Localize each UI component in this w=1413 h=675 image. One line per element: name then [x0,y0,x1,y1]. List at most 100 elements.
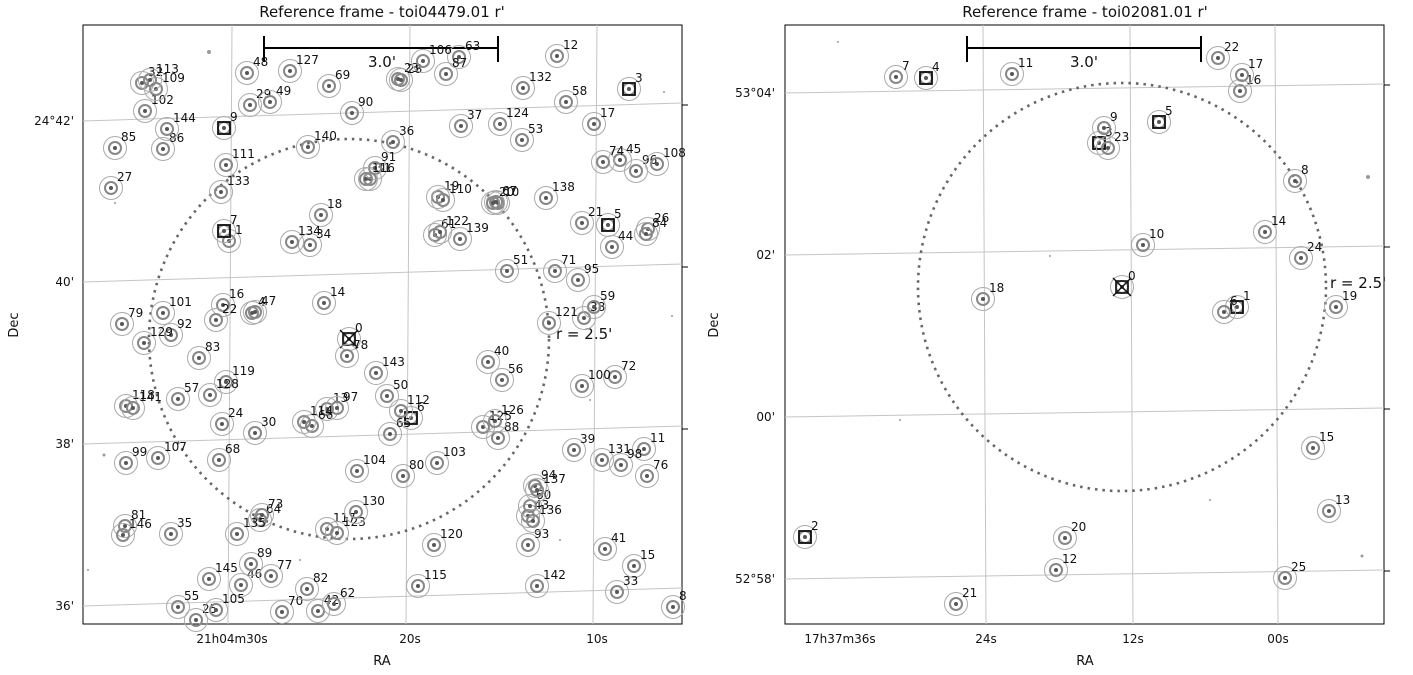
star-label: 130 [362,494,385,508]
star-label: 90 [358,95,373,109]
star-label: 138 [552,180,575,194]
star-marker [280,230,304,254]
star-marker [295,577,319,601]
star-label: 92 [177,317,192,331]
star-label: 78 [353,338,368,352]
star-marker [184,608,208,632]
background-speckles [87,50,673,571]
star-label: 17 [1248,57,1263,71]
star-label: 38 [590,300,605,314]
star-marker [406,574,430,598]
scale-bar-label: 3.0' [368,53,396,71]
star-label: 4 [932,60,940,74]
star-label: 121 [555,305,578,319]
ra-tick-label: 20s [399,632,421,646]
star-marker [325,396,349,420]
star-label: 107 [164,440,187,454]
star-label: 11 [1018,56,1033,70]
star-marker [229,573,253,597]
star-marker [214,153,238,177]
star-label: 55 [184,589,199,603]
star-label: 9 [230,110,238,124]
star-label: 22 [1224,40,1239,54]
star-marker [209,180,233,204]
star-marker [111,523,135,547]
star-marker [312,291,336,315]
star-marker [518,494,542,518]
star-label: 36 [399,124,414,138]
star-marker [600,235,624,259]
star-label: 118 [132,388,155,402]
star-label: 18 [327,197,342,211]
star-label: 13 [1335,493,1350,507]
dec-tick-labels: 24°42' 40' 38' 36' [34,114,74,613]
star-label: 37 [467,108,482,122]
star-label: 9 [1110,110,1118,124]
star-label: 83 [205,340,220,354]
star-marker [146,446,170,470]
star-marker [622,554,646,578]
star-label: 112 [407,393,430,407]
star-marker [525,478,549,502]
star-marker [476,350,500,374]
dec-tick-label: 52°58' [735,572,775,586]
star-label: 14 [1271,214,1286,228]
dec-tick-label: 02' [756,248,775,262]
panel-left: Reference frame - toi04479.01 r' 3 [7,3,688,669]
star-label: 116 [372,161,395,175]
star-label: 89 [257,546,272,560]
star-label: 2 [811,519,819,533]
star-marker [603,365,627,389]
star-label: 10 [1149,227,1164,241]
star-label: 66 [318,408,333,422]
star-label: 144 [173,111,196,125]
star-label: 18 [989,281,1004,295]
y-axis-label: Dec [707,312,722,337]
aperture-radius-circle [147,137,551,541]
star-marker [449,114,473,138]
star-marker [378,422,402,446]
star-label: 5 [1165,104,1173,118]
star-marker [225,522,249,546]
star-label: 127 [296,53,319,67]
tick-marks-right [1384,84,1390,572]
star-label: 91 [381,150,396,164]
star-marker [431,188,455,212]
star-marker [389,399,413,423]
x-axis-label: RA [1076,654,1094,669]
star-marker [239,552,263,576]
star-label: 143 [382,355,405,369]
star-marker [364,361,388,385]
star-marker [197,567,221,591]
star-marker [605,580,629,604]
star-marker [306,599,330,623]
star-label: 119 [232,364,255,378]
star-label: 8 [679,589,687,603]
dec-tick-label: 24°42' [34,114,74,128]
star-marker [214,370,238,394]
star-label: 58 [572,84,587,98]
dec-tick-labels: 53°04' 02' 00' 52°58' [735,86,775,586]
star-label: 128 [216,377,239,391]
star-label: 15 [1319,430,1334,444]
star-label: 131 [608,442,631,456]
star-label: 27 [117,170,132,184]
star-marker [159,323,183,347]
star-marker [210,412,234,436]
star-marker [204,598,228,622]
star-marker [582,295,606,319]
star-label: 105 [222,592,245,606]
star-marker [121,396,145,420]
star-marker [525,574,549,598]
star-marker [422,533,446,557]
star-label: 23 [404,61,419,75]
star-marker [103,136,127,160]
star-label: 14 [330,285,345,299]
star-marker [309,203,333,227]
star-label: 133 [227,174,250,188]
star-marker [1301,436,1325,460]
star-label: 12 [1062,552,1077,566]
dec-tick-label: 53°04' [735,86,775,100]
